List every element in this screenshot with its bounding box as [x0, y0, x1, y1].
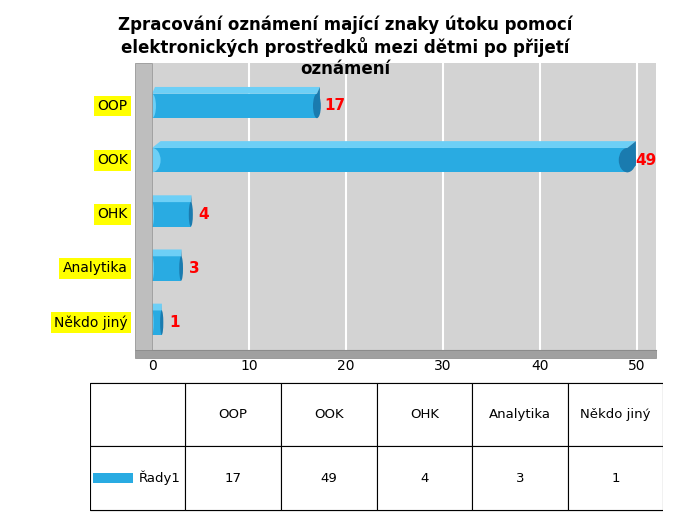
Ellipse shape [150, 202, 154, 227]
Ellipse shape [189, 202, 193, 227]
Text: OOP: OOP [219, 408, 247, 421]
Bar [377, 446, 472, 509]
Bar [152, 202, 191, 227]
Bar [152, 148, 627, 172]
Ellipse shape [144, 148, 160, 172]
Ellipse shape [148, 94, 156, 118]
Ellipse shape [160, 311, 163, 335]
Polygon shape [627, 141, 636, 172]
Bar [185, 383, 281, 446]
Text: 4: 4 [198, 207, 209, 222]
Bar [281, 446, 377, 509]
Text: OOK: OOK [314, 408, 343, 421]
Text: OOK: OOK [97, 153, 128, 167]
Text: Řady1: Řady1 [139, 471, 180, 485]
Text: 49: 49 [321, 471, 337, 484]
Bar [185, 446, 281, 509]
Text: Někdo jiný: Někdo jiný [580, 408, 651, 421]
Ellipse shape [150, 256, 154, 281]
Text: OOP: OOP [97, 99, 128, 113]
Polygon shape [152, 141, 636, 148]
Text: 1: 1 [612, 471, 620, 484]
Bar [152, 256, 181, 281]
Ellipse shape [151, 311, 153, 335]
Bar [472, 383, 568, 446]
Bar [472, 446, 568, 509]
Ellipse shape [313, 94, 321, 118]
Text: 3: 3 [515, 471, 524, 484]
Polygon shape [317, 87, 320, 118]
Text: 4: 4 [420, 471, 428, 484]
Text: OHK: OHK [97, 207, 128, 221]
Bar [568, 383, 663, 446]
Text: 3: 3 [189, 261, 200, 276]
Text: 49: 49 [635, 152, 656, 168]
Polygon shape [152, 304, 162, 311]
Bar [90, 383, 185, 446]
Text: Někdo jiný: Někdo jiný [54, 315, 128, 330]
Text: Analytika: Analytika [63, 262, 128, 276]
Bar [377, 383, 472, 446]
Polygon shape [152, 250, 182, 256]
Bar [93, 473, 133, 483]
Text: 1: 1 [169, 315, 180, 330]
Text: 17: 17 [225, 471, 242, 484]
Ellipse shape [179, 256, 183, 281]
Text: 17: 17 [325, 99, 346, 113]
Text: Analytika: Analytika [489, 408, 551, 421]
Bar [152, 311, 162, 335]
Bar [152, 94, 317, 118]
Text: OHK: OHK [410, 408, 439, 421]
Ellipse shape [618, 148, 636, 172]
Bar [568, 446, 663, 509]
Polygon shape [152, 195, 191, 202]
Text: Zpracování oznámení mající znaky útoku pomocí
elektronických prostředků mezi dět: Zpracování oznámení mající znaky útoku p… [118, 16, 573, 78]
Bar [90, 446, 185, 509]
Bar [281, 383, 377, 446]
Polygon shape [152, 87, 320, 94]
